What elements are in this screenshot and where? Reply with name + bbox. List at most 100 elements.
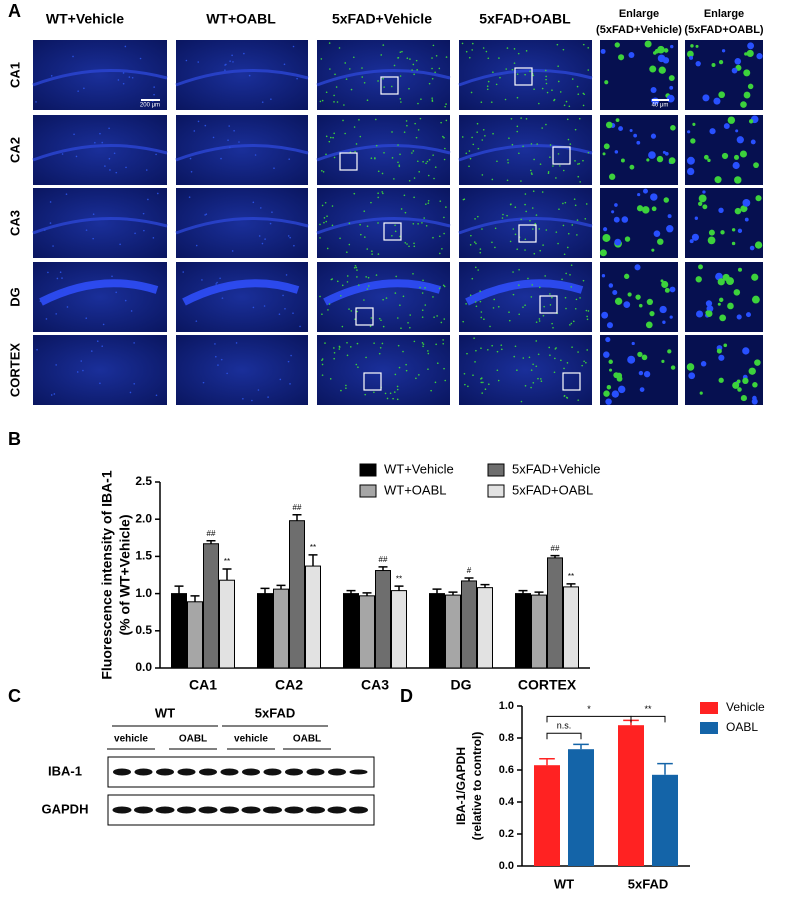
error-bar (174, 585, 184, 594)
column-header: Enlarge (619, 8, 659, 20)
cell-speck (706, 305, 714, 313)
cell-speck (434, 166, 437, 168)
bar (219, 579, 235, 669)
cell-speck (415, 59, 418, 62)
cell-speck (615, 118, 620, 122)
cell-speck (188, 196, 191, 198)
y-tick-label: 0.0 (135, 660, 152, 674)
cell-speck (463, 372, 466, 375)
cell-speck (145, 169, 148, 171)
blot-band (327, 806, 347, 814)
cell-speck (636, 140, 641, 145)
cell-speck (427, 352, 430, 355)
cell-speck (424, 287, 426, 289)
bar (563, 586, 579, 669)
cell-speck (522, 357, 525, 359)
cell-speck (599, 249, 607, 257)
cell-speck (474, 301, 477, 303)
blot-band (112, 806, 132, 814)
cell-speck (436, 362, 439, 365)
cell-speck (348, 308, 350, 310)
blot-band (199, 768, 217, 776)
cell-speck (271, 211, 273, 213)
cell-speck (355, 266, 358, 269)
cell-speck (335, 86, 338, 88)
cell-speck (443, 136, 445, 139)
cell-speck (488, 383, 490, 386)
cell-speck (613, 216, 620, 223)
legend-swatch (359, 463, 377, 477)
cell-layer (32, 68, 168, 87)
bar (187, 601, 203, 669)
cell-speck (474, 266, 477, 269)
error-bar (573, 743, 589, 750)
cell-speck (394, 373, 397, 376)
cell-speck (666, 224, 674, 233)
cell-speck (333, 132, 335, 135)
zoom-box (380, 76, 399, 95)
cell-speck (581, 364, 583, 367)
cell-speck (582, 43, 585, 46)
cell-speck (468, 56, 471, 59)
cell-speck (601, 311, 609, 319)
cell-speck (604, 80, 609, 85)
cell-speck (660, 279, 664, 283)
y-tick-label: 0.8 (499, 732, 514, 744)
cell-speck (529, 70, 531, 73)
cell-speck (477, 147, 480, 150)
cell-speck (524, 304, 526, 307)
y-tick-label: 0.4 (499, 796, 515, 808)
cell-speck (394, 230, 397, 233)
cell-speck (608, 359, 613, 365)
cell-speck (413, 245, 416, 248)
cell-speck (396, 388, 399, 391)
cell-speck (636, 205, 644, 212)
cell-speck (639, 387, 645, 392)
cell-speck (736, 314, 742, 320)
cell-speck (749, 245, 755, 251)
cell-speck (538, 318, 541, 320)
cell-speck (370, 201, 372, 204)
cell-speck (551, 89, 553, 92)
scale-bar-label: 200 μm (140, 103, 160, 109)
cell-speck (538, 286, 541, 289)
cell-speck (502, 213, 504, 216)
cell-speck (412, 63, 415, 66)
group-label: WT (155, 705, 175, 720)
cell-speck (733, 154, 740, 160)
cell-speck (370, 317, 373, 319)
cell-speck (670, 365, 676, 370)
significance-bracket (630, 715, 666, 723)
cell-speck (341, 284, 344, 287)
cell-speck (718, 354, 725, 361)
cell-speck (516, 125, 519, 128)
cell-speck (333, 94, 335, 97)
cell-speck (567, 138, 570, 141)
blot-band (263, 768, 282, 776)
error-bar (534, 591, 544, 596)
cell-speck (499, 76, 501, 79)
cell-speck (501, 348, 503, 351)
cell-speck (406, 243, 408, 245)
bar (375, 570, 391, 669)
cell-speck (545, 78, 547, 81)
cell-speck (65, 193, 68, 195)
cell-speck (366, 225, 369, 227)
cell-speck (553, 371, 556, 374)
cell-speck (248, 74, 251, 77)
cell-speck (737, 387, 742, 392)
cell-speck (319, 100, 322, 103)
cell-speck (631, 341, 635, 346)
cell-speck (643, 188, 648, 194)
bar (203, 543, 219, 669)
cell-speck (231, 54, 233, 57)
cell-speck (743, 91, 751, 99)
cell-speck (296, 77, 298, 80)
cell-speck (717, 278, 725, 286)
bar (305, 565, 321, 669)
cell-speck (482, 381, 484, 384)
blot-band (134, 768, 153, 776)
cell-speck (391, 234, 393, 237)
cell-speck (419, 117, 422, 120)
cell-speck (442, 342, 445, 345)
